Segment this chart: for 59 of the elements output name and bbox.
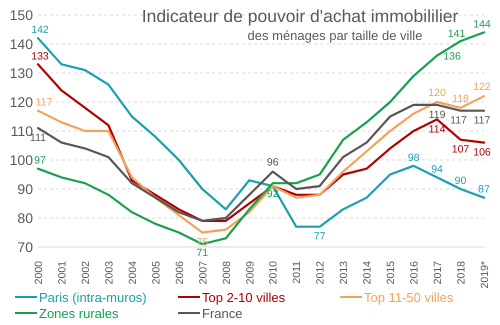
y-tick-label: 80	[17, 210, 34, 226]
data-label: 94	[431, 163, 444, 176]
x-tick-label: 2019*	[479, 261, 491, 288]
data-label: 133	[31, 50, 49, 62]
y-tick-label: 100	[10, 152, 34, 168]
data-label: 122	[473, 81, 491, 94]
y-tick-label: 150	[10, 7, 34, 23]
x-tick-label: 2000	[33, 260, 45, 284]
x-tick-label: 2015	[385, 260, 398, 284]
legend-label: Top 2-10 villes	[202, 290, 286, 305]
data-label: 96	[266, 156, 279, 169]
data-label: 141	[448, 28, 466, 40]
data-label: 117	[474, 114, 491, 127]
x-tick-label: 2001	[56, 260, 68, 284]
data-label: 119	[428, 108, 446, 121]
data-label: 144	[473, 18, 491, 30]
x-tick-label: 2007	[197, 260, 210, 284]
x-tick-label: 2003	[103, 260, 116, 284]
y-tick-label: 130	[10, 65, 34, 81]
data-label: 142	[31, 24, 49, 36]
data-label: 90	[454, 175, 467, 187]
x-tick-label: 2018	[456, 260, 468, 284]
y-tick-label: 110	[10, 123, 34, 139]
x-tick-label: 2004	[126, 260, 139, 284]
data-label: 118	[452, 92, 470, 105]
x-tick-label: 2013	[338, 260, 350, 284]
y-tick-label: 90	[17, 181, 34, 197]
legend-label: Top 11-50 villes	[364, 290, 454, 305]
data-label: 77	[314, 230, 326, 243]
chart-title: Indicateur de pouvoir d'achat immobililier	[142, 6, 458, 26]
y-tick-label: 70	[17, 239, 34, 255]
x-tick-label: 2012	[314, 260, 327, 284]
y-tick-label: 120	[10, 94, 34, 110]
x-tick-label: 2017	[432, 260, 444, 284]
x-tick-label: 2008	[220, 260, 233, 284]
data-label: 71	[196, 247, 208, 260]
y-tick-label: 140	[10, 36, 34, 52]
data-label: 117	[450, 114, 468, 127]
data-label: 107	[452, 144, 470, 156]
x-tick-label: 2010	[268, 260, 280, 284]
x-tick-label: 2002	[80, 260, 92, 284]
data-label: 98	[408, 152, 420, 164]
data-label: 136	[443, 50, 461, 63]
legend-label: Zones rurales	[39, 306, 119, 321]
legend-label: Paris (intra-muros)	[39, 290, 147, 305]
x-tick-label: 2016	[408, 260, 421, 284]
x-tick-label: 2006	[174, 260, 186, 284]
data-label: 117	[36, 96, 53, 109]
text: des ménages par taille de ville	[248, 28, 422, 43]
x-tick-label: 2011	[291, 260, 304, 284]
x-tick-label: 2005	[150, 260, 162, 284]
data-label: 114	[428, 123, 446, 136]
x-tick-label: 2009	[244, 260, 256, 284]
data-label: 120	[428, 87, 446, 99]
data-label: 87	[478, 184, 490, 196]
legend-label: France	[202, 306, 242, 321]
data-label: 97	[34, 154, 46, 167]
x-tick-label: 2014	[362, 260, 374, 284]
data-label: 106	[473, 146, 491, 159]
